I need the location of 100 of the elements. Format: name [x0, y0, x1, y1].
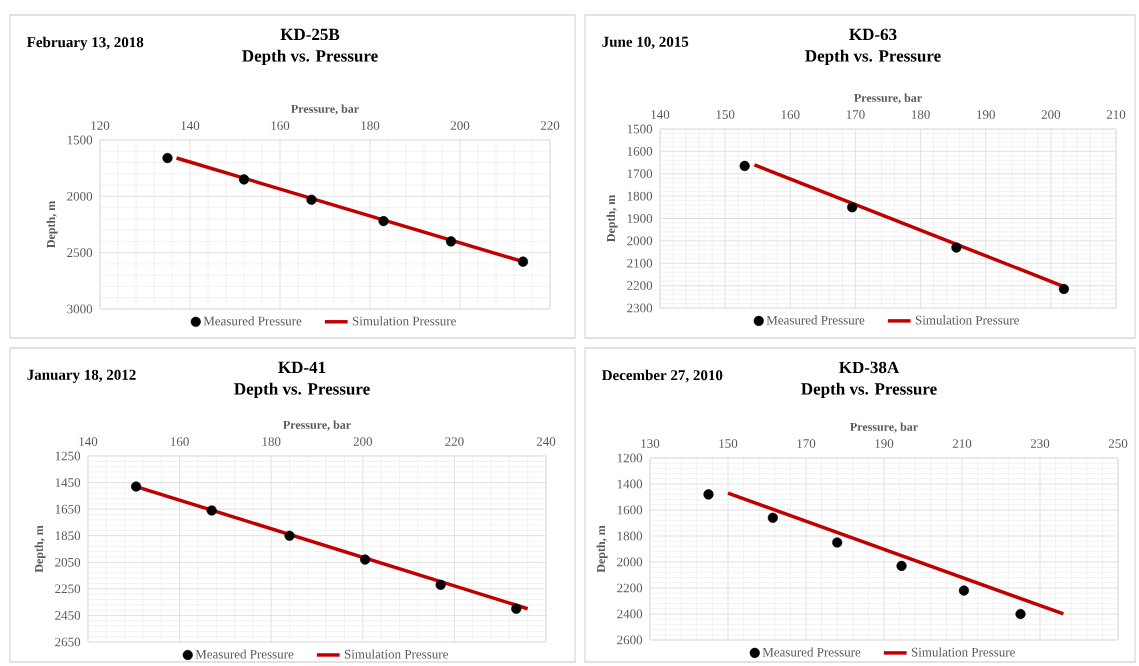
point — [958, 585, 970, 596]
x-tick-label: 220 — [540, 121, 560, 131]
x-tick-label: 130 — [641, 439, 660, 449]
point — [847, 202, 858, 213]
x-tick-label: 140 — [79, 437, 98, 447]
x-tick-label: 210 — [1106, 110, 1126, 120]
y-axis-title: Depth, m — [34, 525, 46, 573]
chart-title: KD-25B — [280, 28, 340, 41]
y-tick-label: 1900 — [627, 214, 653, 223]
point — [378, 216, 389, 227]
x-tick-label: 140 — [651, 110, 670, 120]
x-axis-title: Pressure, bar — [283, 420, 351, 431]
y-tick-label: 1200 — [617, 453, 643, 463]
x-tick-label: 120 — [91, 121, 110, 131]
point — [435, 579, 446, 591]
legend-label: Measured Pressure — [203, 316, 302, 326]
y-tick-label: 2200 — [617, 583, 643, 593]
text: December 27, 2010 — [601, 369, 723, 383]
point — [739, 160, 750, 172]
y-tick-label: 1800 — [617, 531, 643, 541]
y-tick-label: 2250 — [55, 584, 81, 594]
x-tick-label: 230 — [1030, 439, 1050, 449]
text: June 10, 2015 — [602, 36, 689, 50]
legend-label: Measured Pressure — [766, 315, 865, 325]
point — [162, 153, 173, 164]
x-tick-label: 160 — [271, 121, 290, 131]
y-axis-title: Depth, m — [606, 195, 618, 243]
y-tick-label: 1650 — [55, 504, 81, 514]
x-tick-label: 140 — [181, 121, 200, 131]
y-axis-title: Depth, m — [46, 201, 58, 249]
x-axis-title: Pressure, bar — [291, 104, 359, 115]
y-tick-label: 2000 — [67, 192, 93, 201]
y-tick-label: 1600 — [617, 505, 643, 515]
legend-label: Measured Pressure — [762, 647, 861, 657]
point — [445, 236, 457, 247]
x-tick-label: 160 — [781, 110, 800, 120]
x-tick-label: 180 — [262, 437, 281, 447]
x-tick-label: 170 — [797, 439, 816, 449]
point — [206, 505, 217, 516]
y-tick-label: 1400 — [617, 479, 643, 489]
y-tick-label: 1450 — [55, 478, 81, 488]
y-tick-label: 2000 — [627, 236, 653, 246]
x-tick-label: 190 — [977, 110, 995, 120]
x-tick-label: 200 — [1041, 110, 1061, 120]
chart-subtitle: Depth vs. Pressure — [234, 382, 370, 399]
point — [832, 537, 843, 548]
y-tick-label: 1500 — [627, 124, 653, 134]
legend-label: Simulation Pressure — [915, 315, 1019, 325]
x-tick-label: 170 — [846, 110, 865, 120]
x-tick-label: 180 — [361, 121, 380, 131]
y-tick-label: 2300 — [627, 303, 653, 313]
legend-label: Simulation Pressure — [352, 316, 456, 326]
chart-title: KD-38A — [839, 361, 900, 374]
y-tick-label: 3000 — [67, 304, 93, 314]
x-axis-title: Pressure, bar — [850, 422, 918, 433]
y-tick-label: 2500 — [67, 248, 93, 258]
point — [951, 242, 962, 253]
point — [517, 256, 529, 267]
point — [284, 530, 295, 541]
y-tick-label: 1700 — [627, 169, 653, 179]
x-tick-label: 190 — [875, 439, 894, 449]
point — [131, 481, 142, 492]
y-tick-label: 1250 — [55, 451, 81, 461]
text: January 18, 2012 — [27, 369, 136, 384]
legend-label: Simulation Pressure — [911, 647, 1015, 657]
y-axis-title: Depth, m — [596, 525, 608, 573]
text: February 13, 2018 — [26, 36, 144, 51]
y-tick-label: 2100 — [627, 258, 653, 268]
x-tick-label: 220 — [445, 437, 464, 447]
point — [306, 194, 317, 205]
point — [896, 560, 907, 572]
x-tick-label: 210 — [952, 439, 972, 449]
x-axis-title: Pressure, bar — [854, 93, 922, 104]
x-tick-label: 200 — [450, 121, 470, 131]
chart-title: KD-41 — [278, 361, 326, 374]
x-tick-label: 160 — [171, 437, 189, 447]
y-tick-label: 1500 — [67, 135, 93, 145]
point — [767, 512, 778, 523]
y-tick-label: 2000 — [617, 557, 643, 567]
y-tick-label: 2200 — [627, 281, 653, 291]
y-tick-label: 1850 — [55, 531, 81, 541]
point — [1015, 609, 1026, 620]
y-tick-label: 2400 — [617, 609, 643, 619]
chart-subtitle: Depth vs. Pressure — [242, 49, 378, 66]
x-tick-label: 150 — [716, 110, 735, 120]
y-tick-label: 1600 — [627, 147, 653, 156]
point — [1058, 284, 1069, 295]
legend-label: Simulation Pressure — [344, 649, 448, 659]
x-tick-label: 150 — [719, 439, 738, 449]
chart-subtitle: Depth vs. Pressure — [805, 49, 941, 66]
point — [360, 554, 371, 565]
chart-subtitle: Depth vs. Pressure — [801, 382, 937, 399]
point — [703, 489, 714, 500]
point — [238, 174, 250, 185]
x-tick-label: 250 — [1108, 439, 1128, 449]
y-tick-label: 2450 — [55, 611, 81, 620]
point — [511, 603, 522, 614]
legend-label: Measured Pressure — [195, 649, 294, 659]
x-tick-label: 240 — [536, 437, 556, 447]
x-tick-label: 180 — [911, 110, 930, 120]
